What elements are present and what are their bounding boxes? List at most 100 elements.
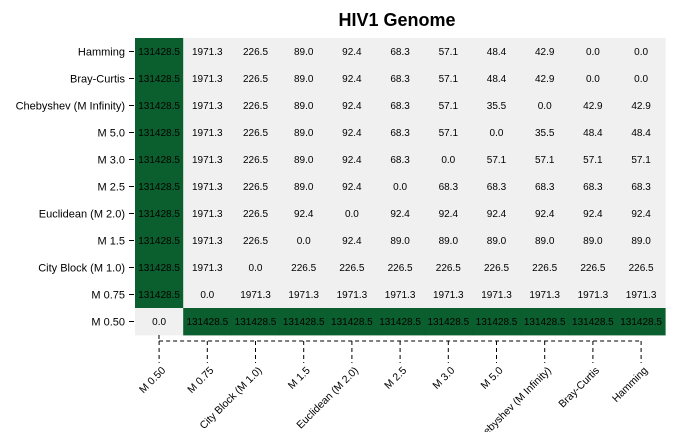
heatmap-cell	[279, 65, 329, 93]
heatmap-cell	[231, 119, 280, 147]
heatmap-cell	[568, 200, 618, 228]
cell-label: 226.5	[629, 263, 654, 274]
cell-label: 89.0	[294, 101, 314, 112]
heatmap-cell	[424, 92, 473, 120]
heatmap-cell	[472, 38, 521, 66]
heatmap-cell	[135, 200, 184, 228]
cell-label: 131428.5	[572, 317, 614, 328]
heatmap-cell	[472, 227, 521, 255]
cell-label: 0.0	[634, 47, 648, 58]
cell-label: 89.0	[583, 236, 603, 247]
heatmap-cell	[279, 173, 329, 201]
cell-label: 226.5	[243, 128, 268, 139]
cell-label: 1971.3	[192, 47, 223, 58]
heatmap-cell	[424, 254, 473, 282]
cell-label: 57.1	[439, 101, 459, 112]
cell-label: 131428.5	[427, 317, 469, 328]
cell-label: 42.9	[631, 101, 651, 112]
x-tick-label: M 0.75	[185, 365, 216, 396]
heatmap-cell	[617, 65, 666, 93]
heatmap-cell	[327, 65, 377, 93]
cell-label: 68.3	[390, 101, 410, 112]
cell-label: 226.5	[388, 263, 413, 274]
heatmap-cell	[183, 254, 232, 282]
cell-label: 0.0	[586, 47, 600, 58]
cell-label: 92.4	[342, 47, 362, 58]
heatmap-cell	[520, 92, 570, 120]
y-tick-label: Chebyshev (M Infinity)	[16, 101, 125, 113]
cell-label: 226.5	[484, 263, 509, 274]
cell-label: 57.1	[439, 47, 459, 58]
cell-label: 226.5	[243, 155, 268, 166]
cell-label: 35.5	[535, 128, 555, 139]
cell-label: 226.5	[243, 182, 268, 193]
cell-label: 0.0	[538, 101, 552, 112]
cell-label: 1971.3	[192, 236, 223, 247]
heatmap-cell	[617, 200, 666, 228]
cell-label: 226.5	[243, 209, 268, 220]
cell-label: 131428.5	[138, 128, 180, 139]
cell-label: 226.5	[436, 263, 461, 274]
cell-label: 131428.5	[138, 101, 180, 112]
cell-label: 89.0	[439, 236, 459, 247]
heatmap-cell	[424, 65, 473, 93]
heatmap-cell	[617, 281, 666, 309]
y-tick-label: City Block (M 1.0)	[38, 263, 125, 275]
cell-label: 1971.3	[288, 290, 319, 301]
cell-label: 48.4	[631, 128, 651, 139]
heatmap-cell	[327, 119, 377, 147]
heatmap-cell	[279, 308, 329, 336]
cell-label: 1971.3	[626, 290, 657, 301]
heatmap-cell	[568, 308, 618, 336]
heatmap-cell	[376, 200, 425, 228]
heatmap-cell	[327, 173, 377, 201]
heatmap-cell	[424, 200, 473, 228]
heatmap-cell	[279, 254, 329, 282]
heatmap-cell	[520, 254, 570, 282]
heatmap-cell	[376, 281, 425, 309]
y-tick-label: Bray-Curtis	[70, 74, 126, 86]
heatmap-cell	[279, 92, 329, 120]
heatmap-cell	[472, 173, 521, 201]
heatmap-cell	[327, 146, 377, 174]
heatmap-cell	[424, 308, 473, 336]
cell-label: 92.4	[439, 209, 459, 220]
heatmap-cell	[135, 308, 184, 336]
x-tick-label: M 3.0	[430, 365, 457, 392]
heatmap-cell	[568, 173, 618, 201]
cell-label: 131428.5	[138, 263, 180, 274]
cell-label: 131428.5	[138, 290, 180, 301]
heatmap-cell	[135, 173, 184, 201]
cell-label: 35.5	[487, 101, 507, 112]
cell-label: 68.3	[439, 182, 459, 193]
heatmap-cell	[376, 254, 425, 282]
cell-label: 1971.3	[192, 182, 223, 193]
heatmap-cell	[279, 281, 329, 309]
heatmap-cell	[327, 227, 377, 255]
heatmap-cell	[183, 146, 232, 174]
cell-label: 92.4	[535, 209, 555, 220]
x-tick-label: Chebyshev (M Infinity)	[471, 365, 553, 432]
x-tick-label: Bray-Curtis	[556, 365, 602, 411]
heatmap-cell	[376, 119, 425, 147]
cell-label: 1971.3	[192, 263, 223, 274]
heatmap-cell	[231, 254, 280, 282]
heatmap-cell	[135, 254, 184, 282]
y-tick-label: Euclidean (M 2.0)	[39, 209, 125, 221]
cell-label: 1971.3	[192, 101, 223, 112]
heatmap-cell	[279, 146, 329, 174]
cell-label: 68.3	[390, 155, 410, 166]
cell-label: 57.1	[487, 155, 507, 166]
y-tick-label: M 2.5	[97, 182, 125, 194]
cell-label: 68.3	[535, 182, 555, 193]
heatmap-cell	[327, 200, 377, 228]
heatmap-cell	[376, 146, 425, 174]
cell-label: 0.0	[249, 263, 263, 274]
heatmap-cell	[231, 146, 280, 174]
y-tick-label: Hamming	[78, 47, 125, 59]
heatmap-cell	[617, 173, 666, 201]
cell-label: 57.1	[583, 155, 603, 166]
heatmap-cell	[424, 281, 473, 309]
chart-title: HIV1 Genome	[338, 10, 455, 30]
